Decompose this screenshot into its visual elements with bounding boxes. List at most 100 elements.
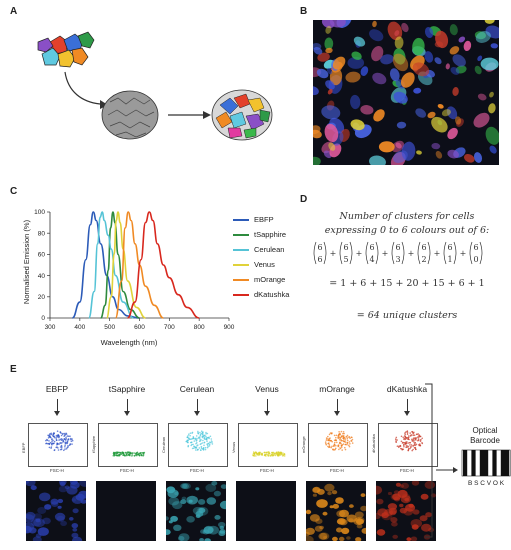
scatter-point xyxy=(405,442,408,445)
binomial-top: 6 xyxy=(447,243,452,252)
scatter-point xyxy=(344,439,347,441)
scatter-point xyxy=(412,438,415,441)
scatter-point xyxy=(202,447,205,450)
scatter-point xyxy=(136,451,139,454)
scatter-point xyxy=(197,430,199,433)
scatter-point xyxy=(415,443,418,446)
cell-mark xyxy=(463,153,475,163)
scatter-point xyxy=(348,445,351,448)
scatter-point xyxy=(348,444,350,447)
cell-mark xyxy=(178,533,190,541)
cell-mark xyxy=(369,155,386,165)
scatter-point xyxy=(193,447,195,449)
panel-label-b: B xyxy=(300,6,308,17)
scatter-point xyxy=(187,435,189,437)
cell-mark xyxy=(168,497,180,506)
scatter-point xyxy=(419,440,422,443)
cell-mark xyxy=(490,43,498,49)
series-line-morange xyxy=(114,211,164,319)
scatter-point xyxy=(408,438,410,441)
cell-mark xyxy=(349,504,354,508)
scatter-point xyxy=(403,445,405,448)
cell-mark xyxy=(400,495,411,504)
cell-mark xyxy=(400,72,415,88)
scatter-point xyxy=(207,442,209,445)
cell-mark xyxy=(401,141,416,161)
scatter-point xyxy=(52,439,54,442)
scatter-point xyxy=(330,446,332,449)
cell-mark xyxy=(489,145,497,154)
scatter-point xyxy=(199,431,201,434)
scatter-point xyxy=(404,435,406,438)
cell-mark xyxy=(356,524,363,529)
scatter-point xyxy=(53,436,56,439)
scatter-point xyxy=(337,445,340,447)
scatter-point xyxy=(341,434,343,437)
scatter-point xyxy=(331,440,333,443)
scatter-point xyxy=(331,432,333,434)
scatter-point xyxy=(187,444,190,447)
scatter-point xyxy=(277,453,280,455)
scatter-point xyxy=(345,435,348,438)
scatter-point xyxy=(61,447,63,449)
scatter-point xyxy=(335,436,337,439)
flow-x-label: FSC-H xyxy=(260,468,274,473)
scatter-point xyxy=(196,437,198,440)
scatter-point xyxy=(115,452,118,455)
scatter-point xyxy=(404,433,406,436)
cell-mark xyxy=(220,484,226,489)
scatter-point xyxy=(71,443,73,445)
y-tick-label: 0 xyxy=(41,315,45,322)
cell-mark xyxy=(329,20,346,28)
cell-mark xyxy=(57,498,64,504)
scatter-point xyxy=(140,454,143,456)
plus-sign: + xyxy=(408,249,415,258)
scatter-point xyxy=(403,442,406,444)
barcode-bar xyxy=(505,450,510,476)
scatter-point xyxy=(46,439,49,442)
y-tick-label: 60 xyxy=(38,252,46,259)
cell-mark xyxy=(72,508,79,514)
scatter-point xyxy=(47,434,49,437)
cell-mark xyxy=(37,527,49,536)
down-arrow xyxy=(54,399,60,416)
scatter-point xyxy=(66,441,69,443)
cell-mark xyxy=(332,503,339,509)
scatter-point xyxy=(49,436,51,438)
scatter-point xyxy=(406,446,408,448)
scatter-point xyxy=(350,439,352,442)
scatter-point xyxy=(131,455,133,457)
scatter-point xyxy=(202,431,204,433)
scatter-point xyxy=(341,449,343,451)
scatter-point xyxy=(137,453,140,456)
down-arrow xyxy=(264,399,270,416)
scatter-point xyxy=(121,452,124,454)
cell-mark xyxy=(30,485,37,491)
scatter-point xyxy=(199,433,202,436)
cell-mark xyxy=(327,491,332,496)
cell-mark xyxy=(390,517,398,523)
cell-mark xyxy=(39,492,51,502)
scatter-point xyxy=(265,451,267,454)
cell-mark xyxy=(416,150,422,155)
scatter-point xyxy=(202,433,204,435)
cell-mark xyxy=(474,65,482,75)
scatter-point xyxy=(65,438,68,440)
cell-mark xyxy=(204,538,211,541)
cell-mark xyxy=(306,527,315,535)
cell-mark xyxy=(425,512,432,518)
cell-mark xyxy=(195,487,200,491)
scatter-point xyxy=(342,437,344,439)
binomial-bottom: 3 xyxy=(395,255,400,264)
cell-mark xyxy=(473,152,483,163)
scatter-point xyxy=(131,452,133,455)
scatter-point xyxy=(325,439,328,441)
cell-mark xyxy=(449,46,460,55)
scatter-point xyxy=(269,454,272,457)
scatter-point xyxy=(407,437,410,440)
cell-mark xyxy=(394,36,404,49)
flow-title-cerulean: Cerulean xyxy=(179,384,215,394)
cell-mark xyxy=(332,536,338,541)
binomial-paren xyxy=(349,241,353,265)
cell-mark xyxy=(335,497,344,504)
